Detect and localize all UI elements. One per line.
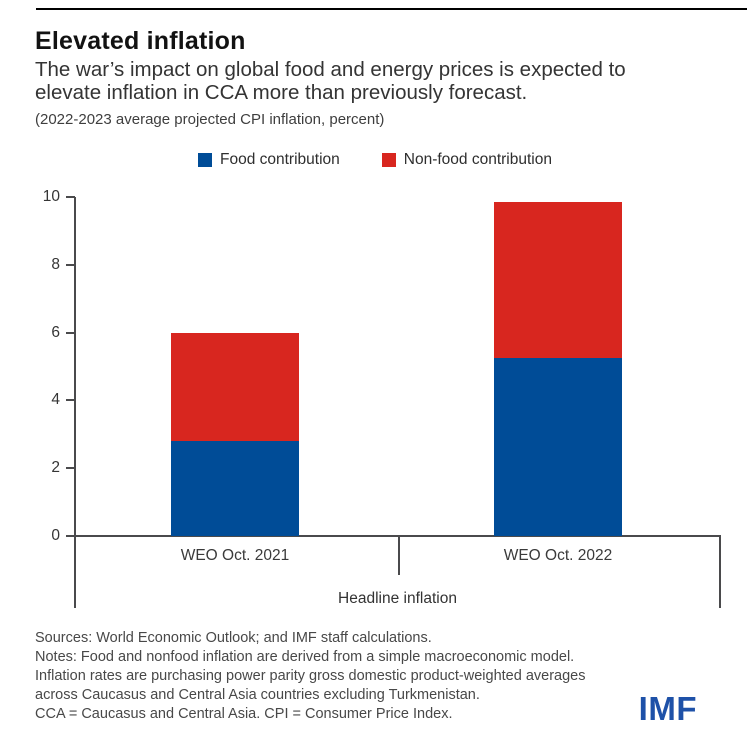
y-tick-label: 6	[51, 323, 60, 341]
page-title: Elevated inflation	[35, 27, 246, 55]
chart-units-caption: (2022-2023 average projected CPI inflati…	[35, 111, 385, 128]
x-axis-zero-line	[74, 535, 721, 537]
footer-notes: Sources: World Economic Outlook; and IMF…	[35, 629, 585, 724]
footer-line: Notes: Food and nonfood inflation are de…	[35, 649, 575, 665]
footer-line: CCA = Caucasus and Central Asia. CPI = C…	[35, 706, 453, 722]
chart-subtitle: The war’s impact on global food and ener…	[35, 58, 626, 104]
y-axis-line	[74, 197, 76, 608]
bar-segment-nonfood-2	[494, 202, 622, 359]
legend-label-nonfood: Non-food contribution	[403, 151, 552, 168]
x-category-label: WEO Oct. 2022	[503, 547, 613, 564]
legend-item-food: Food contribution	[198, 151, 340, 169]
legend: Food contribution Non-food contribution	[0, 151, 750, 169]
y-tick-mark	[66, 535, 75, 537]
y-tick-label: 2	[51, 459, 60, 477]
y-tick-mark	[66, 399, 75, 402]
bar-segment-nonfood-1	[171, 332, 299, 442]
x-axis-title: Headline inflation	[338, 590, 457, 607]
x-category-label: WEO Oct. 2021	[180, 547, 290, 564]
bar-segment-food-2	[494, 358, 622, 536]
axis-right-cap	[719, 535, 721, 608]
category-divider	[398, 536, 400, 575]
y-tick-mark	[66, 467, 75, 470]
nonfood-swatch-icon	[381, 153, 396, 167]
bar-segment-food-1	[171, 441, 299, 536]
y-tick-mark	[66, 196, 75, 198]
food-swatch-icon	[198, 153, 212, 167]
y-tick-label: 8	[51, 255, 60, 273]
y-tick-label: 10	[42, 188, 60, 205]
y-tick-label: 4	[51, 391, 60, 409]
chart: Headline inflation 0 2 4 6 8 10 WEO Oct. 2021 W…	[0, 188, 750, 615]
y-tick-mark	[66, 331, 75, 334]
y-tick-mark	[66, 263, 75, 266]
imf-logo: IMF	[638, 690, 697, 727]
footer-line: Sources: World Economic Outlook; and IMF…	[35, 630, 432, 646]
footer-line: across Caucasus and Central Asia countri…	[35, 687, 480, 703]
top-rule	[36, 8, 747, 10]
y-tick-label: 0	[51, 527, 60, 544]
footer-line: Inflation rates are purchasing power par…	[35, 668, 586, 684]
legend-item-nonfood: Non-food contribution	[381, 151, 552, 169]
legend-label-food: Food contribution	[220, 151, 340, 168]
